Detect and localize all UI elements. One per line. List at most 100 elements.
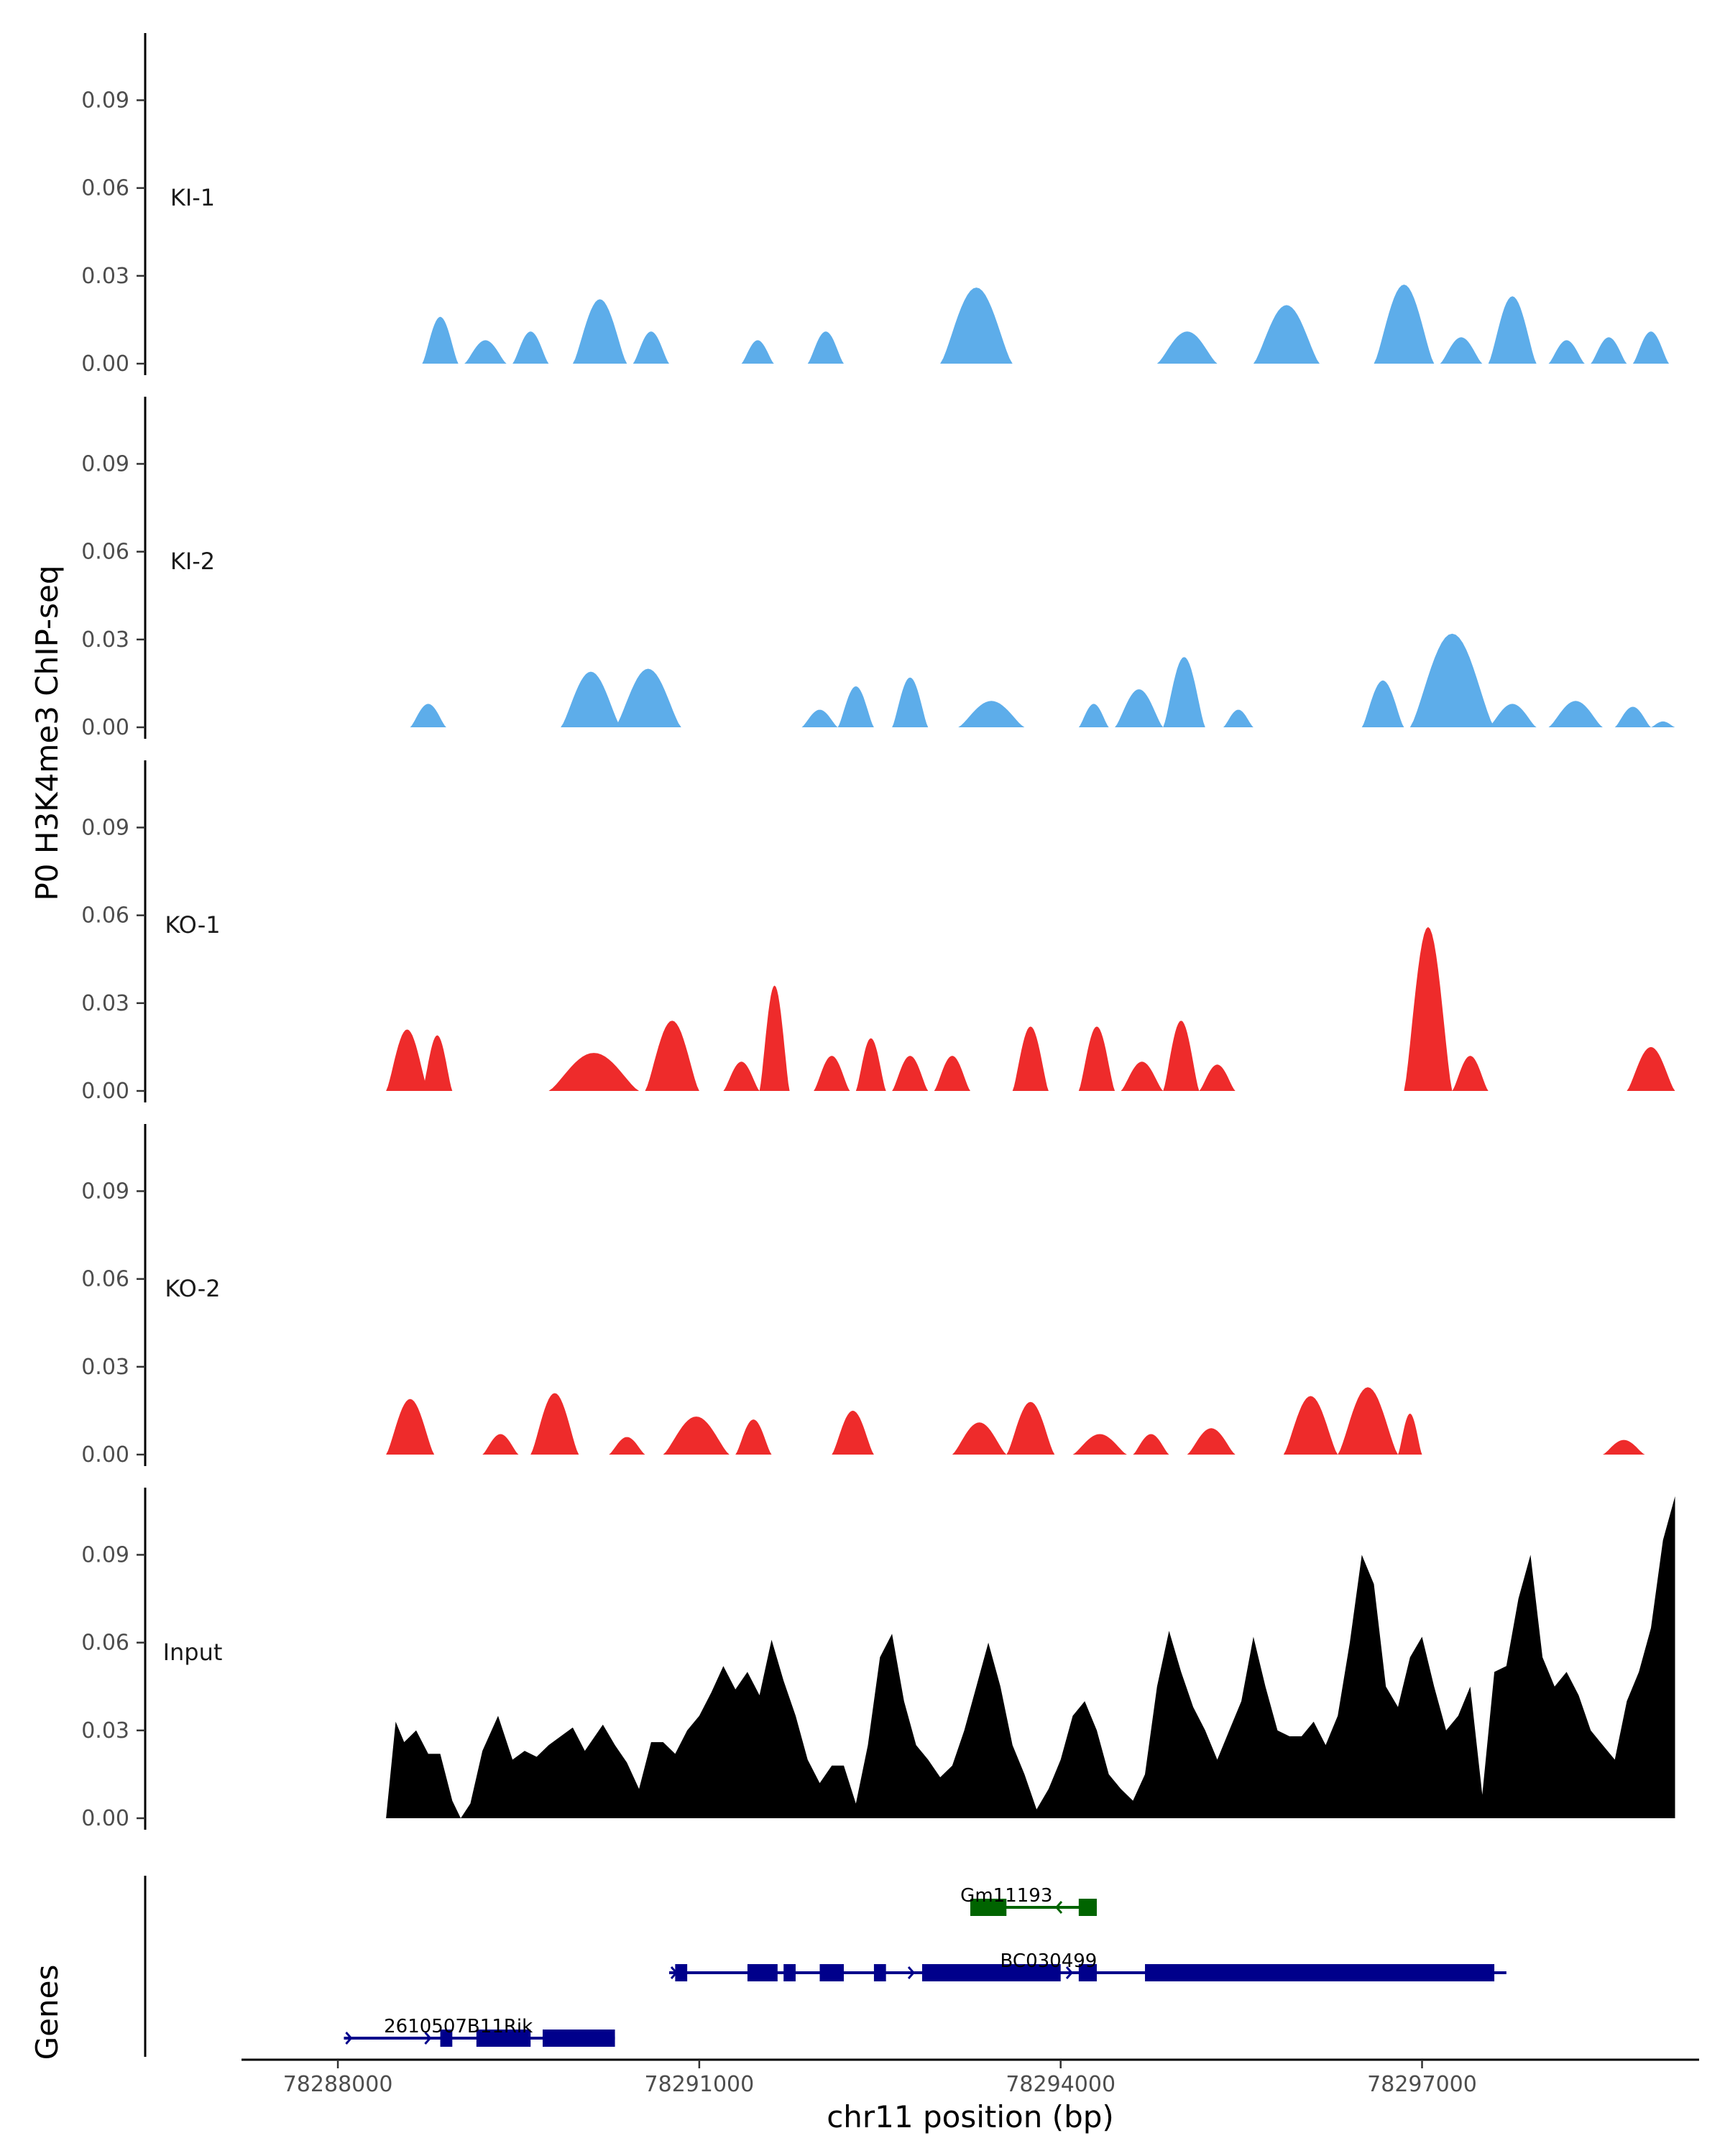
strand-arrow xyxy=(1055,1901,1063,1914)
gene-label: 2610507B11Rik xyxy=(384,2016,533,2037)
gene-exon xyxy=(1078,1899,1097,1916)
input-signal-area xyxy=(386,1496,1675,1818)
track-label: Input xyxy=(163,1639,223,1666)
y-tick-label: 0.09 xyxy=(81,451,129,476)
signal-peak xyxy=(1488,704,1537,727)
gene-exon xyxy=(675,1964,688,1981)
signal-peak xyxy=(1187,1428,1236,1455)
signal-peak xyxy=(572,299,627,364)
signal-peak xyxy=(837,686,874,727)
signal-peak xyxy=(386,1399,435,1455)
signal-peak xyxy=(741,340,774,364)
signal-peak xyxy=(832,1410,874,1455)
y-tick-label: 0.03 xyxy=(81,991,129,1016)
signal-peak xyxy=(1115,689,1164,727)
y-tick-label: 0.06 xyxy=(81,1267,129,1292)
track-ki-1: 0.00 0.03 0.06 0.09 KI-1 xyxy=(81,33,1670,377)
signal-peak xyxy=(1163,657,1205,727)
y-tick-label: 0.00 xyxy=(81,715,129,740)
y-tick-label: 0.00 xyxy=(81,351,129,377)
y-tick-label: 0.06 xyxy=(81,176,129,201)
signal-peak xyxy=(807,331,844,364)
track-ki-2: 0.00 0.03 0.06 0.09 KI-2 xyxy=(81,397,1675,740)
signal-peak xyxy=(548,1053,640,1091)
gene-exon xyxy=(819,1964,845,1981)
signal-peak xyxy=(1006,1401,1055,1455)
track-ko-2: 0.00 0.03 0.06 0.09 KO-2 xyxy=(81,1124,1645,1468)
y-tick-label: 0.09 xyxy=(81,88,129,113)
signal-peak xyxy=(1121,1061,1164,1091)
signal-peak xyxy=(1078,704,1109,727)
strand-arrow xyxy=(907,1966,915,1979)
gene-exon xyxy=(747,1964,778,1981)
x-axis-title: chr11 position (bp) xyxy=(827,2099,1114,2134)
track-label: KI-1 xyxy=(170,184,215,211)
signal-peak xyxy=(1072,1434,1127,1455)
gene-gm11193: Gm11193 xyxy=(960,1885,1097,1916)
x-tick-label: 78294000 xyxy=(1006,2072,1116,2097)
gene-2610507b11rik: 2610507B11Rik xyxy=(344,2016,615,2047)
signal-peak xyxy=(410,704,446,727)
signal-peak xyxy=(1223,709,1254,727)
signal-peak xyxy=(464,340,507,364)
gene-exon xyxy=(543,2030,615,2047)
signal-peak xyxy=(1632,331,1670,364)
signal-peak xyxy=(615,668,681,727)
gene-bc030499: BC030499 xyxy=(668,1950,1506,1981)
signal-peak xyxy=(422,316,459,364)
signal-peak xyxy=(482,1434,519,1455)
signal-peak xyxy=(940,287,1013,364)
signal-peak xyxy=(1614,706,1651,727)
gene-exon xyxy=(873,1964,886,1981)
signal-peak xyxy=(1409,633,1495,727)
tracks-layer: 0.00 0.03 0.06 0.09 KI-1 0.00 0.03 0.06 0.09 KI-2… xyxy=(81,33,1675,1831)
track-label: KO-1 xyxy=(165,911,220,939)
signal-peak xyxy=(632,331,669,364)
strand-arrow xyxy=(345,2032,353,2045)
signal-peak xyxy=(512,331,549,364)
y-tick-label: 0.06 xyxy=(81,540,129,565)
signal-peak xyxy=(1078,1026,1116,1091)
y-tick-label: 0.00 xyxy=(81,1442,129,1468)
signal-peak xyxy=(1591,337,1627,364)
signal-peak xyxy=(1488,296,1537,364)
y-tick-label: 0.09 xyxy=(81,815,129,840)
signal-peak xyxy=(1199,1064,1236,1091)
strand-arrow xyxy=(424,2032,432,2045)
track-label: KO-2 xyxy=(165,1275,220,1302)
gene-label: Gm11193 xyxy=(960,1885,1052,1907)
y-tick-label: 0.06 xyxy=(81,903,129,929)
signal-peak xyxy=(609,1437,645,1455)
y-tick-label: 0.09 xyxy=(81,1179,129,1204)
gene-exon xyxy=(783,1964,796,1981)
signal-peak xyxy=(1440,337,1483,364)
signal-peak xyxy=(892,1056,929,1091)
y-tick-label: 0.06 xyxy=(81,1631,129,1656)
signal-peak xyxy=(1133,1434,1169,1455)
genes-layer: Gm11193 BC030499 2610507B11Rik xyxy=(144,1876,1506,2057)
signal-peak xyxy=(1338,1387,1398,1455)
signal-peak xyxy=(1602,1439,1645,1455)
signal-peak xyxy=(723,1061,760,1091)
signal-peak xyxy=(1627,1046,1675,1091)
track-ko-1: 0.00 0.03 0.06 0.09 KO-1 xyxy=(81,760,1675,1104)
signal-peak xyxy=(801,709,838,727)
y-tick-label: 0.03 xyxy=(81,264,129,289)
x-tick-label: 78291000 xyxy=(645,2072,755,2097)
signal-peak xyxy=(530,1393,579,1455)
track-input: 0.00 0.03 0.06 0.09 Input xyxy=(81,1488,1675,1831)
signal-peak xyxy=(1548,701,1603,727)
signal-peak xyxy=(663,1416,730,1455)
signal-peak xyxy=(958,701,1025,727)
y-axis-title: P0 H3K4me3 ChIP-seq xyxy=(29,565,65,900)
y-tick-label: 0.00 xyxy=(81,1079,129,1104)
signal-peak xyxy=(1398,1414,1422,1455)
signal-peak xyxy=(1374,285,1435,364)
gene-exon xyxy=(1078,1964,1097,1981)
gene-exon xyxy=(476,2030,531,2047)
signal-peak xyxy=(422,1035,453,1091)
signal-peak xyxy=(735,1419,772,1455)
signal-peak xyxy=(1156,331,1218,364)
signal-peak xyxy=(1012,1026,1049,1091)
